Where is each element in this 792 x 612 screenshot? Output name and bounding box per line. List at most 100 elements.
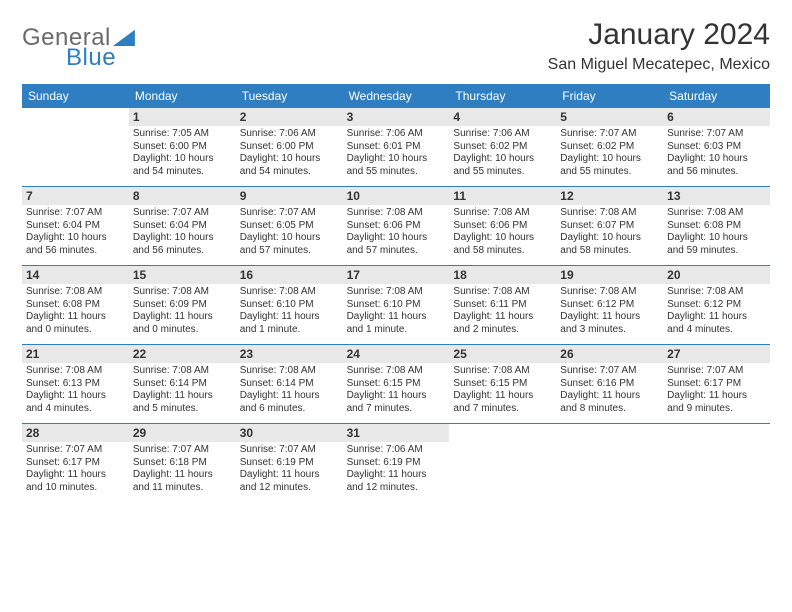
calendar-week: 21Sunrise: 7:08 AMSunset: 6:13 PMDayligh… [22, 344, 770, 423]
title-block: January 2024 San Miguel Mecatepec, Mexic… [548, 18, 770, 74]
calendar-cell: 18Sunrise: 7:08 AMSunset: 6:11 PMDayligh… [449, 266, 556, 344]
day-number: 4 [449, 108, 556, 126]
calendar-week: 7Sunrise: 7:07 AMSunset: 6:04 PMDaylight… [22, 186, 770, 265]
calendar-cell: 24Sunrise: 7:08 AMSunset: 6:15 PMDayligh… [343, 345, 450, 423]
daylight-text: Daylight: 10 hours and 56 minutes. [26, 232, 125, 257]
daylight-text: Daylight: 11 hours and 9 minutes. [667, 390, 766, 415]
dow-tuesday: Tuesday [236, 84, 343, 108]
calendar-cell: 26Sunrise: 7:07 AMSunset: 6:16 PMDayligh… [556, 345, 663, 423]
calendar-week: 28Sunrise: 7:07 AMSunset: 6:17 PMDayligh… [22, 423, 770, 502]
calendar-cell: 31Sunrise: 7:06 AMSunset: 6:19 PMDayligh… [343, 424, 450, 502]
calendar-cell [22, 108, 129, 186]
sunset-text: Sunset: 6:14 PM [133, 378, 232, 391]
calendar-cell: 1Sunrise: 7:05 AMSunset: 6:00 PMDaylight… [129, 108, 236, 186]
day-number: 15 [129, 266, 236, 284]
daylight-text: Daylight: 10 hours and 55 minutes. [560, 153, 659, 178]
sunset-text: Sunset: 6:19 PM [240, 457, 339, 470]
day-number: 8 [129, 187, 236, 205]
dow-saturday: Saturday [663, 84, 770, 108]
calendar-cell: 10Sunrise: 7:08 AMSunset: 6:06 PMDayligh… [343, 187, 450, 265]
day-number: 12 [556, 187, 663, 205]
day-number: 27 [663, 345, 770, 363]
daylight-text: Daylight: 10 hours and 56 minutes. [667, 153, 766, 178]
day-number: 20 [663, 266, 770, 284]
header: GeneralBlue January 2024 San Miguel Meca… [22, 18, 770, 74]
sunset-text: Sunset: 6:06 PM [453, 220, 552, 233]
calendar-cell: 19Sunrise: 7:08 AMSunset: 6:12 PMDayligh… [556, 266, 663, 344]
calendar-cell: 28Sunrise: 7:07 AMSunset: 6:17 PMDayligh… [22, 424, 129, 502]
sunrise-text: Sunrise: 7:08 AM [347, 365, 446, 378]
sunset-text: Sunset: 6:14 PM [240, 378, 339, 391]
calendar-cell: 14Sunrise: 7:08 AMSunset: 6:08 PMDayligh… [22, 266, 129, 344]
calendar-week: 1 Sunrise: 7:05 AMSunset: 6:00 PM Daylight… [22, 108, 770, 186]
calendar-week: 14Sunrise: 7:08 AMSunset: 6:08 PMDayligh… [22, 265, 770, 344]
daylight-text: Daylight: 10 hours and 57 minutes. [347, 232, 446, 257]
daylight-text: Daylight: 11 hours and 11 minutes. [133, 469, 232, 494]
daylight-text: Daylight: 10 hours and 59 minutes. [667, 232, 766, 257]
sunset-text: Sunset: 6:01 PM [347, 141, 446, 154]
sunrise-text: Sunrise: 7:06 AM [453, 128, 552, 141]
day-number: 26 [556, 345, 663, 363]
sunset-text: Sunset: 6:12 PM [667, 299, 766, 312]
calendar-cell: 3Sunrise: 7:06 AMSunset: 6:01 PMDaylight… [343, 108, 450, 186]
sunset-text: Sunset: 6:04 PM [26, 220, 125, 233]
sunrise-text: Sunrise: 7:08 AM [667, 286, 766, 299]
day-number: 7 [22, 187, 129, 205]
calendar-cell: 5 Sunrise: 7:07 AMSunset: 6:02 PMDaylight… [556, 108, 663, 186]
sunset-text: Sunset: 6:10 PM [240, 299, 339, 312]
daylight-text: Daylight: 10 hours and 55 minutes. [453, 153, 552, 178]
day-number: 5 [556, 108, 663, 126]
calendar-cell [449, 424, 556, 502]
sunset-text: Sunset: 6:11 PM [453, 299, 552, 312]
day-number: 6 [663, 108, 770, 126]
calendar-cell: 27Sunrise: 7:07 AMSunset: 6:17 PMDayligh… [663, 345, 770, 423]
sunrise-text: Sunrise: 7:06 AM [240, 128, 339, 141]
sunset-text: Sunset: 6:07 PM [560, 220, 659, 233]
calendar-cell: 22Sunrise: 7:08 AMSunset: 6:14 PMDayligh… [129, 345, 236, 423]
sunset-text: Sunset: 6:17 PM [26, 457, 125, 470]
calendar-cell: 20 Sunrise: 7:08 AMSunset: 6:12 PMDayligh… [663, 266, 770, 344]
sunrise-text: Sunrise: 7:08 AM [240, 286, 339, 299]
sunrise-text: Sunrise: 7:07 AM [133, 444, 232, 457]
daylight-text: Daylight: 11 hours and 1 minute. [347, 311, 446, 336]
sunrise-text: Sunrise: 7:07 AM [560, 128, 659, 141]
day-number: 23 [236, 345, 343, 363]
sunrise-text: Sunrise: 7:07 AM [26, 207, 125, 220]
sunrise-text: Sunrise: 7:08 AM [453, 365, 552, 378]
sunrise-text: Sunrise: 7:08 AM [240, 365, 339, 378]
sunset-text: Sunset: 6:17 PM [667, 378, 766, 391]
day-number: 30 [236, 424, 343, 442]
dow-friday: Friday [556, 84, 663, 108]
sunrise-text: Sunrise: 7:07 AM [26, 444, 125, 457]
sunset-text: Sunset: 6:02 PM [453, 141, 552, 154]
sunrise-text: Sunrise: 7:07 AM [133, 207, 232, 220]
sunset-text: Sunset: 6:02 PM [560, 141, 659, 154]
sunset-text: Sunset: 6:13 PM [26, 378, 125, 391]
daylight-text: Daylight: 11 hours and 8 minutes. [560, 390, 659, 415]
daylight-text: Daylight: 10 hours and 56 minutes. [133, 232, 232, 257]
dow-thursday: Thursday [449, 84, 556, 108]
sunrise-text: Sunrise: 7:08 AM [453, 286, 552, 299]
sunrise-text: Sunrise: 7:05 AM [133, 128, 232, 141]
calendar-cell: 4 Sunrise: 7:06 AMSunset: 6:02 PMDaylight… [449, 108, 556, 186]
calendar-cell [663, 424, 770, 502]
dow-sunday: Sunday [22, 84, 129, 108]
calendar-cell: 2Sunrise: 7:06 AMSunset: 6:00 PMDaylight… [236, 108, 343, 186]
daylight-text: Daylight: 11 hours and 12 minutes. [240, 469, 339, 494]
sunset-text: Sunset: 6:00 PM [133, 141, 232, 154]
calendar-cell: 29Sunrise: 7:07 AMSunset: 6:18 PMDayligh… [129, 424, 236, 502]
sunrise-text: Sunrise: 7:08 AM [347, 286, 446, 299]
daylight-text: Daylight: 11 hours and 0 minutes. [26, 311, 125, 336]
sunrise-text: Sunrise: 7:06 AM [347, 444, 446, 457]
sunset-text: Sunset: 6:03 PM [667, 141, 766, 154]
day-number: 2 [236, 108, 343, 126]
daylight-text: Daylight: 10 hours and 54 minutes. [240, 153, 339, 178]
day-number: 25 [449, 345, 556, 363]
month-title: January 2024 [548, 18, 770, 52]
sunset-text: Sunset: 6:15 PM [453, 378, 552, 391]
sunrise-text: Sunrise: 7:07 AM [240, 207, 339, 220]
calendar-cell: 15Sunrise: 7:08 AMSunset: 6:09 PMDayligh… [129, 266, 236, 344]
daylight-text: Daylight: 11 hours and 4 minutes. [667, 311, 766, 336]
sunset-text: Sunset: 6:04 PM [133, 220, 232, 233]
day-number: 1 [129, 108, 236, 126]
